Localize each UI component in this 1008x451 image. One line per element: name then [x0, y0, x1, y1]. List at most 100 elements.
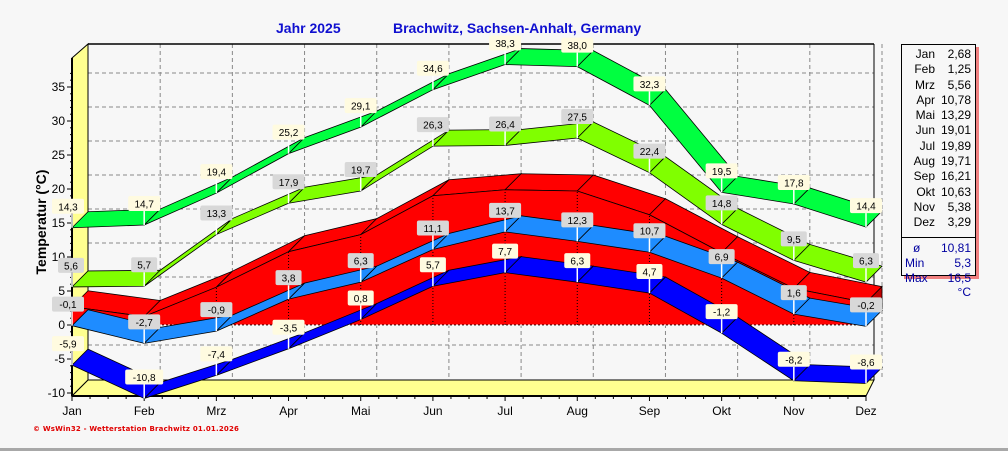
- data-label-box: [200, 164, 233, 180]
- stats-month-label: Okt: [916, 184, 935, 199]
- data-label-box: [633, 143, 666, 159]
- data-label-box: [416, 60, 449, 76]
- data-label-box: [853, 253, 879, 269]
- summary-stats: ø 10,81 Min 5,3 Max 16,5 °C: [902, 238, 975, 300]
- data-label-box: [200, 302, 233, 318]
- stats-month-label: Feb: [914, 62, 935, 77]
- stats-row-jun: Jun 19,01: [902, 123, 975, 138]
- y-tick-label: 0: [58, 318, 65, 332]
- stats-month-value: 10,78: [940, 92, 971, 107]
- data-label-abs-max: 38,3: [495, 39, 515, 50]
- data-label-abs-min: 0,8: [354, 294, 368, 305]
- data-label-mean-min: 6,9: [715, 253, 729, 264]
- stats-month-label: Mrz: [915, 77, 935, 92]
- data-label-abs-max: 38,0: [568, 41, 588, 52]
- stats-month-label: Nov: [913, 199, 935, 214]
- stats-divider: [902, 236, 975, 238]
- data-label-box: [52, 336, 84, 352]
- data-label-box: [275, 270, 302, 286]
- data-label-abs-min: -3,5: [280, 323, 298, 334]
- stats-month-label: Dez: [913, 215, 935, 230]
- data-label-box: [58, 257, 84, 273]
- data-label-mean-max: 27,5: [568, 113, 588, 124]
- chart-year-title: Jahr 2025: [276, 20, 341, 36]
- data-label-mean-min: -0,9: [208, 306, 226, 317]
- data-label-mean-min: -2,7: [136, 318, 154, 329]
- data-label-box: [347, 253, 374, 269]
- data-label-mean-min: 6,3: [354, 257, 368, 268]
- data-label-mean-max: 22,4: [640, 147, 660, 158]
- avg-value: 10,81: [940, 240, 971, 255]
- data-label-box: [564, 253, 591, 269]
- data-label-box: [272, 174, 305, 190]
- data-label-box: [777, 351, 810, 367]
- stats-month-value: 1,25: [947, 62, 971, 77]
- data-label-abs-max: 34,6: [423, 64, 443, 75]
- y-tick-label: 5: [58, 284, 65, 298]
- y-tick-label: 15: [52, 216, 66, 230]
- stats-row-sep: Sep 16,21: [902, 169, 975, 184]
- data-label-abs-min: 6,3: [570, 257, 584, 268]
- stats-row-apr: Apr 10,78: [902, 93, 975, 108]
- y-tick-label: 20: [52, 182, 66, 196]
- data-label-box: [708, 249, 735, 265]
- data-label-mean-min: -0,2: [857, 301, 875, 312]
- min-row: Min 5,3: [902, 256, 975, 271]
- stats-row-okt: Okt 10,63: [902, 185, 975, 200]
- x-tick-label-mrz: Mrz: [206, 404, 226, 418]
- data-label-abs-max: 14,7: [134, 200, 154, 211]
- data-label-abs-min: -8,2: [785, 355, 803, 366]
- data-label-abs-max: 17,8: [784, 178, 804, 189]
- stats-month-value: 19,71: [940, 154, 971, 169]
- stats-row-jul: Jul 19,89: [902, 139, 975, 154]
- data-label-mean-min: 13,7: [495, 206, 515, 217]
- data-label-box: [347, 290, 374, 306]
- data-label-abs-max: 14,3: [58, 202, 78, 213]
- x-tick-label-okt: Okt: [712, 404, 731, 418]
- y-tick-label: -5: [54, 352, 65, 366]
- data-label-abs-min: -5,9: [59, 340, 77, 351]
- data-label-box: [52, 296, 84, 312]
- data-label-box: [633, 76, 666, 92]
- data-label-box: [200, 346, 233, 362]
- data-label-box: [636, 264, 663, 280]
- min-value: 5,3: [954, 255, 971, 270]
- monthly-means-list: Jan 2,68 Feb 1,25 Mrz 5,56 Apr 10,78 Mai 13,29 Jun…: [902, 45, 975, 231]
- max-value: 16,5: [947, 271, 971, 286]
- stats-row-feb: Feb 1,25: [902, 62, 975, 77]
- data-label-box: [489, 202, 522, 218]
- stats-row-aug: Aug 19,71: [902, 154, 975, 169]
- x-tick-label-mai: Mai: [351, 404, 370, 418]
- data-label-box: [850, 297, 882, 313]
- stats-month-value: 2,68: [947, 47, 971, 61]
- data-label-abs-max: 32,3: [640, 80, 660, 91]
- data-label-mean-min: 10,7: [640, 227, 660, 238]
- y-axis-label: Temperatur (°C): [33, 170, 49, 275]
- stats-month-label: Sep: [913, 169, 935, 184]
- stats-month-value: 19,89: [940, 138, 971, 153]
- data-label-mean-max: 14,8: [712, 199, 732, 210]
- stats-row-dez: Dez 3,29: [902, 215, 975, 230]
- data-label-box: [561, 109, 594, 124]
- avg-label: ø: [913, 240, 921, 255]
- data-label-box: [131, 257, 158, 273]
- data-label-box: [200, 205, 233, 221]
- data-label-mean-min: -0,1: [59, 300, 77, 311]
- data-label-box: [272, 319, 305, 335]
- data-label-box: [128, 196, 161, 212]
- data-label-abs-max: 19,5: [712, 167, 732, 178]
- x-tick-label-nov: Nov: [783, 404, 804, 418]
- x-tick-label-jun: Jun: [423, 404, 442, 418]
- stats-month-value: 13,29: [940, 108, 971, 123]
- data-label-box: [561, 212, 594, 228]
- stats-month-label: Jun: [915, 123, 935, 138]
- data-label-mean-min: 3,8: [282, 274, 296, 285]
- data-label-box: [780, 285, 807, 301]
- data-label-mean-max: 6,3: [859, 257, 873, 268]
- data-label-box: [344, 98, 377, 114]
- stats-row-mrz: Mrz 5,56: [902, 78, 975, 93]
- data-label-abs-max: 14,4: [856, 202, 876, 213]
- stats-month-label: Apr: [916, 92, 935, 107]
- data-label-box: [492, 243, 519, 259]
